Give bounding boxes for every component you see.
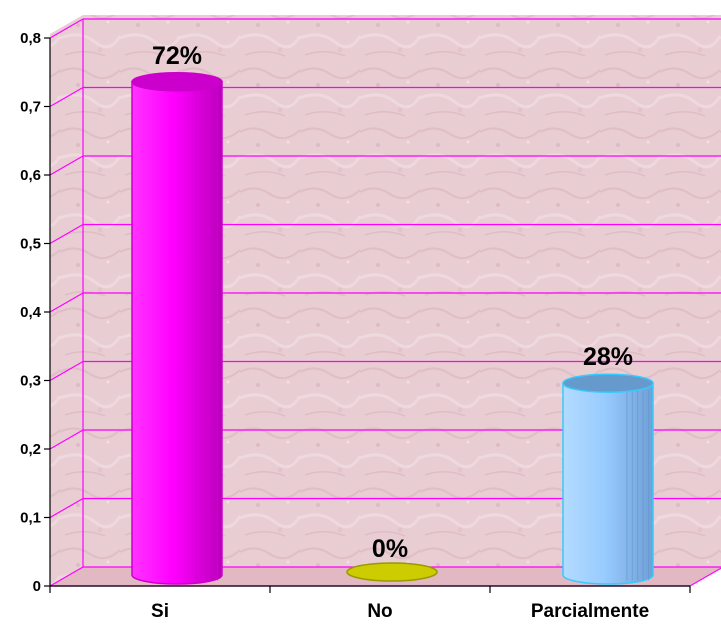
y-tick-label: 0,4 — [20, 304, 42, 321]
y-tick-label: 0,7 — [20, 99, 41, 116]
data-label: 28% — [583, 343, 633, 371]
bar-parcialmente — [562, 373, 654, 585]
bar-disk — [346, 562, 438, 582]
gridline-diagonal — [49, 360, 84, 382]
y-tick-label: 0 — [33, 578, 41, 595]
bars — [131, 72, 654, 585]
y-axis-ticks: 0 0,1 0,2 0,3 0,4 0,5 0,6 0,7 0,8 — [20, 30, 42, 595]
bar-no — [346, 562, 438, 582]
y-tick-label: 0,3 — [20, 373, 41, 390]
y-tick-label: 0,6 — [20, 167, 41, 184]
x-axis-categories: Si No Parcialmente — [151, 601, 649, 622]
gridline-diagonal — [49, 497, 84, 519]
bar-cap — [562, 373, 654, 393]
y-tick-label: 0,8 — [20, 30, 41, 47]
x-category-label: No — [367, 601, 392, 622]
gridline-diagonal — [49, 292, 84, 313]
bar-cap — [131, 72, 223, 92]
gridline-diagonal — [49, 566, 84, 587]
x-category-label: Parcialmente — [531, 601, 649, 622]
floor-right-edge — [689, 567, 721, 587]
y-tick-label: 0,5 — [20, 236, 41, 253]
axes — [44, 37, 691, 593]
data-label: 0% — [372, 535, 408, 563]
bar-si — [131, 72, 223, 585]
data-labels: 72% 0% 28% — [152, 42, 633, 563]
x-category-label: Si — [151, 601, 169, 622]
data-label: 72% — [152, 42, 202, 70]
gridline-diagonal — [49, 18, 84, 39]
gridline-diagonal — [49, 223, 84, 245]
gridline-diagonal — [49, 155, 84, 176]
bar-body — [562, 382, 654, 585]
gridline-diagonal — [49, 86, 84, 108]
bar-body — [131, 81, 223, 585]
y-tick-label: 0,1 — [20, 510, 41, 527]
y-tick-label: 0,2 — [20, 441, 41, 458]
gridline-diagonal — [49, 429, 84, 450]
plot-side-wall — [50, 15, 83, 586]
